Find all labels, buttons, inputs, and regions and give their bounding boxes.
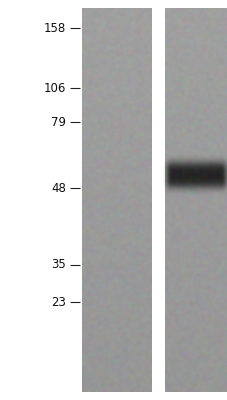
Text: 23: 23	[51, 296, 66, 308]
Text: 48: 48	[51, 182, 66, 194]
Text: 35: 35	[51, 258, 66, 272]
Text: 106: 106	[43, 82, 66, 94]
Text: 79: 79	[51, 116, 66, 128]
Text: 158: 158	[44, 22, 66, 34]
